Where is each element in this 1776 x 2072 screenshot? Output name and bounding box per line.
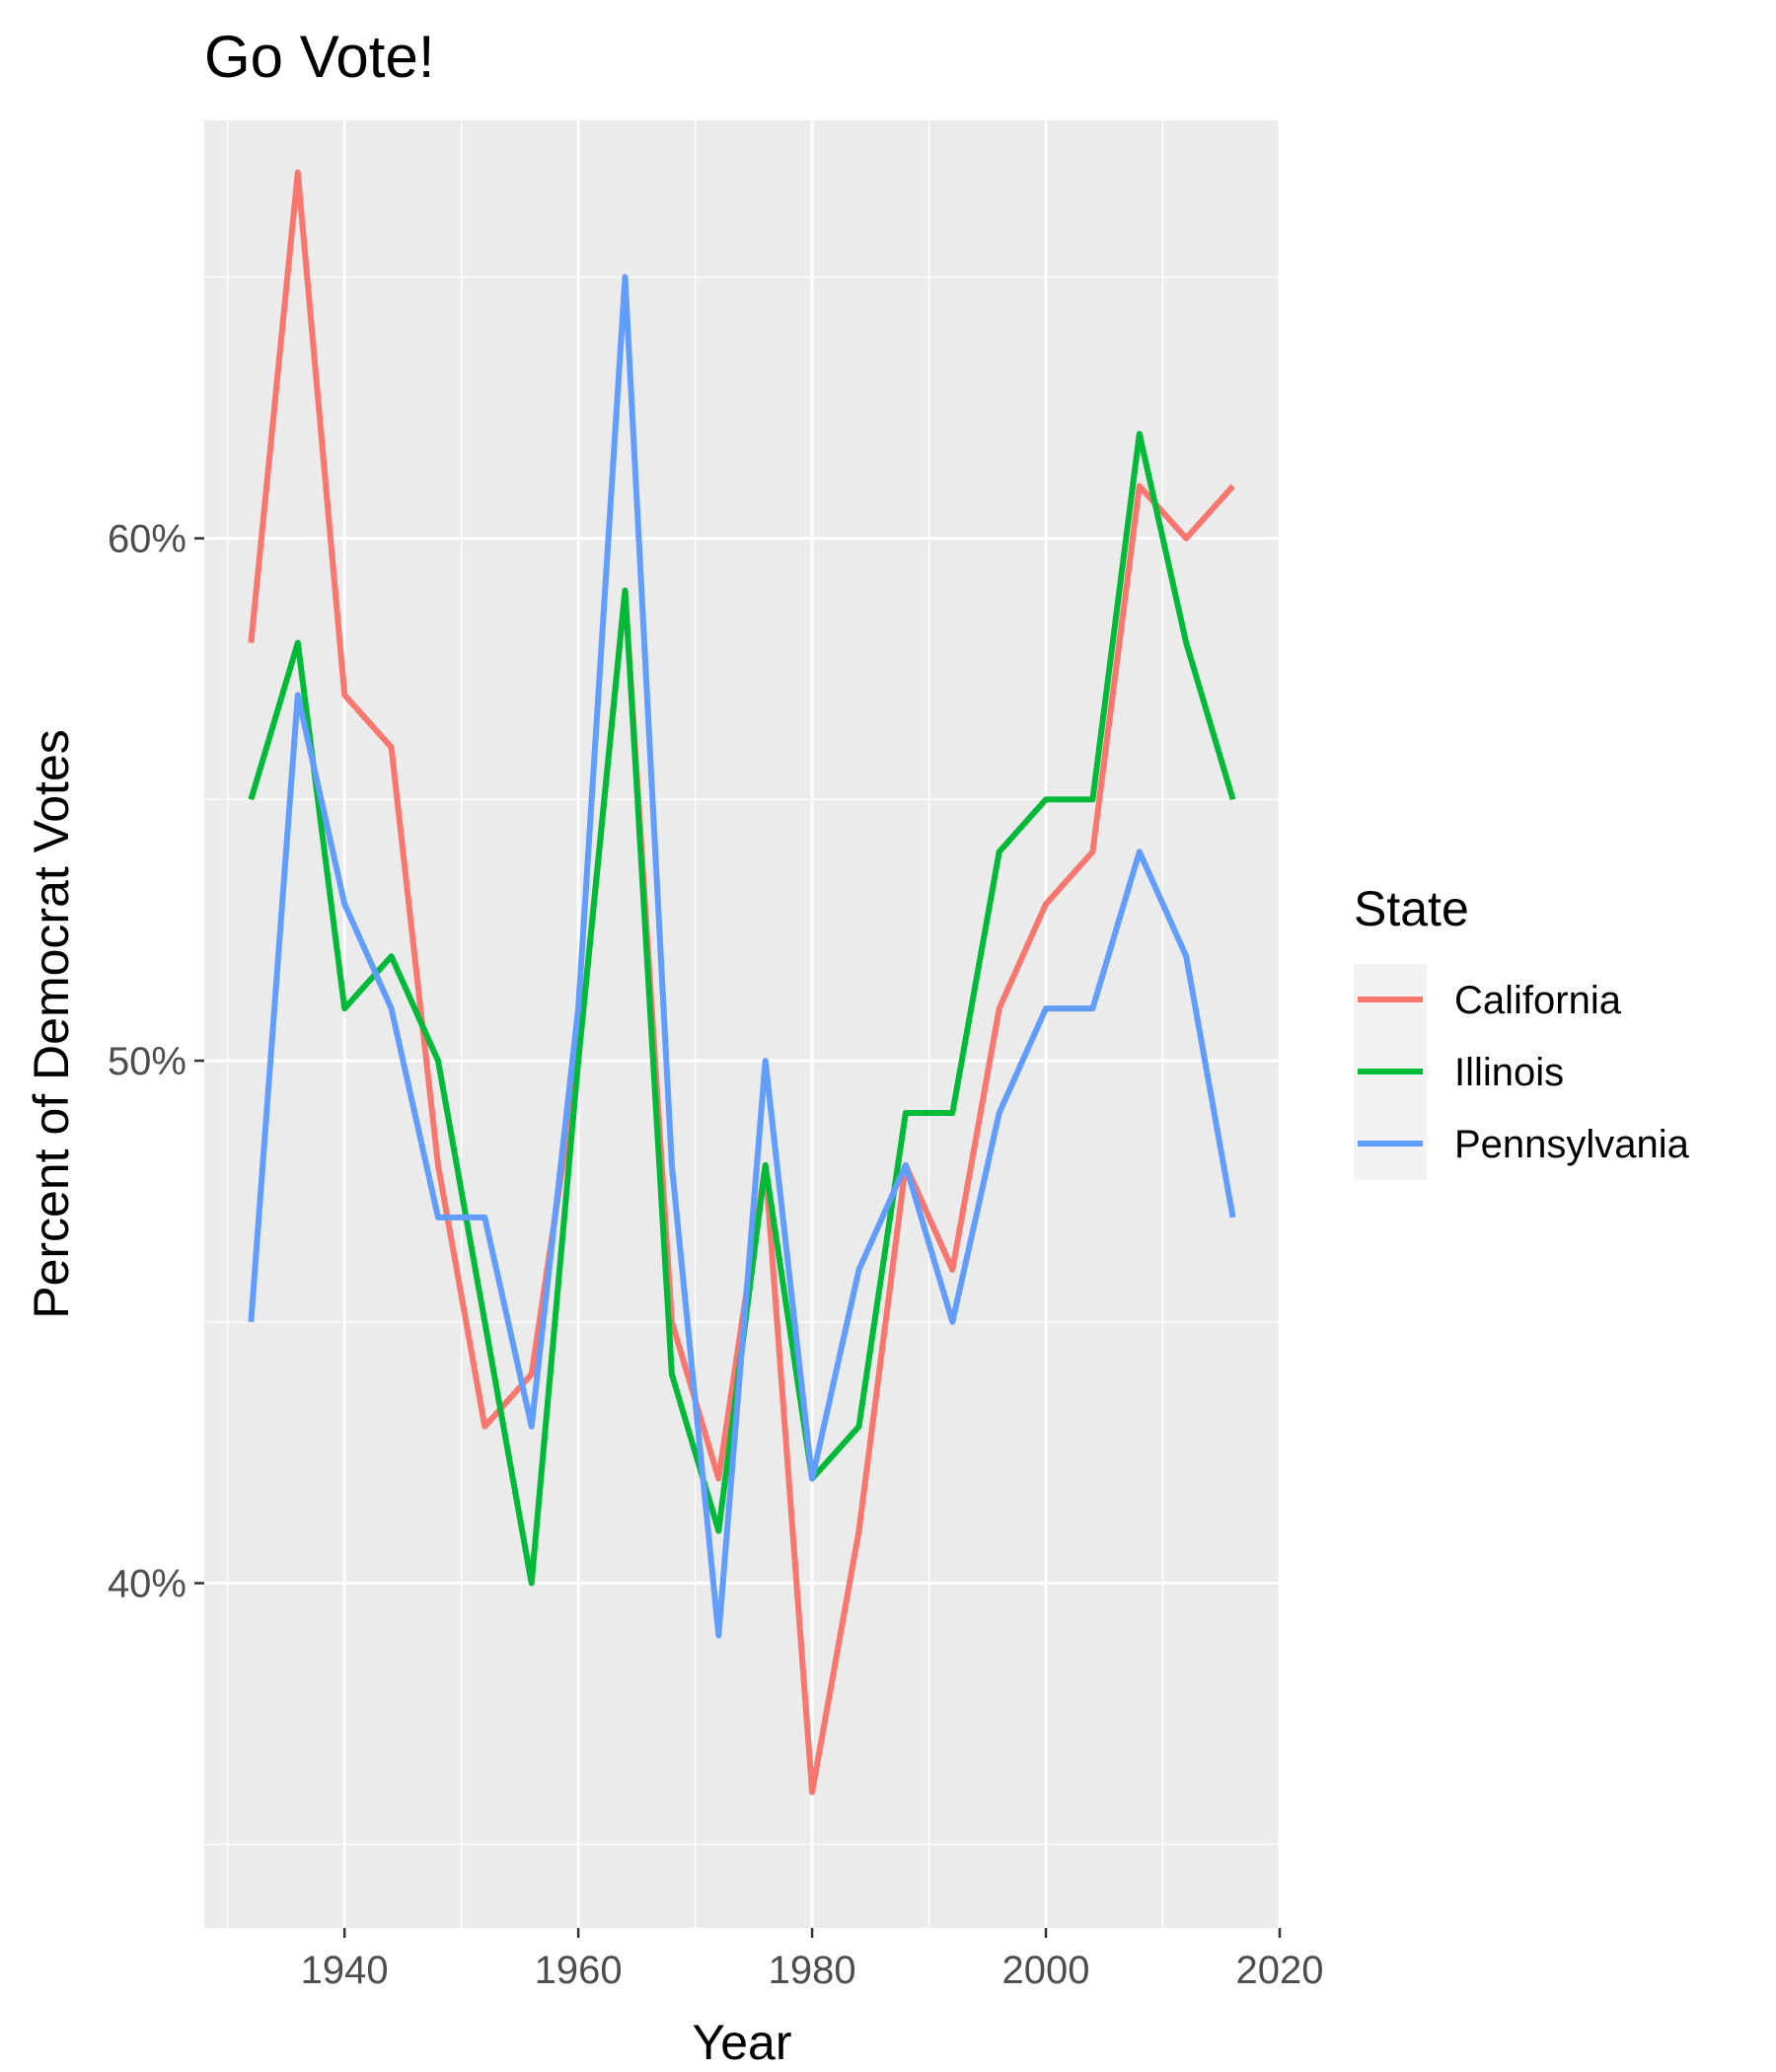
y-tick-labels: 40% 50% 60% xyxy=(108,518,186,1606)
y-axis-title: Percent of Democrat Votes xyxy=(24,729,79,1319)
legend-label-pennsylvania: Pennsylvania xyxy=(1454,1123,1690,1166)
axis-ticks xyxy=(194,537,1282,1938)
legend-items: California Illinois Pennsylvania xyxy=(1358,979,1690,1166)
y-tick-label: 60% xyxy=(108,518,186,561)
legend-label-illinois: Illinois xyxy=(1454,1051,1564,1094)
legend-title: State xyxy=(1354,881,1469,936)
x-tick-label: 1960 xyxy=(535,1949,623,1992)
y-tick-label: 40% xyxy=(108,1563,186,1606)
major-gridlines xyxy=(204,120,1282,1928)
chart-title: Go Vote! xyxy=(204,24,435,90)
series-lines xyxy=(248,169,1236,1796)
minor-gridlines xyxy=(204,120,1280,1928)
legend-label-california: California xyxy=(1454,979,1622,1022)
x-tick-label: 2020 xyxy=(1236,1949,1324,1992)
y-tick-label: 50% xyxy=(108,1040,186,1083)
x-tick-label: 1980 xyxy=(769,1949,856,1992)
x-tick-label: 2000 xyxy=(1002,1949,1090,1992)
plot-panel xyxy=(204,120,1280,1928)
x-axis-title: Year xyxy=(692,2015,791,2070)
x-tick-labels: 1940 1960 1980 2000 2020 xyxy=(301,1949,1324,1992)
series-line-pennsylvania xyxy=(248,273,1236,1639)
legend: State California Illinois Pennsylvania xyxy=(1354,881,1690,1180)
x-tick-label: 1940 xyxy=(301,1949,389,1992)
